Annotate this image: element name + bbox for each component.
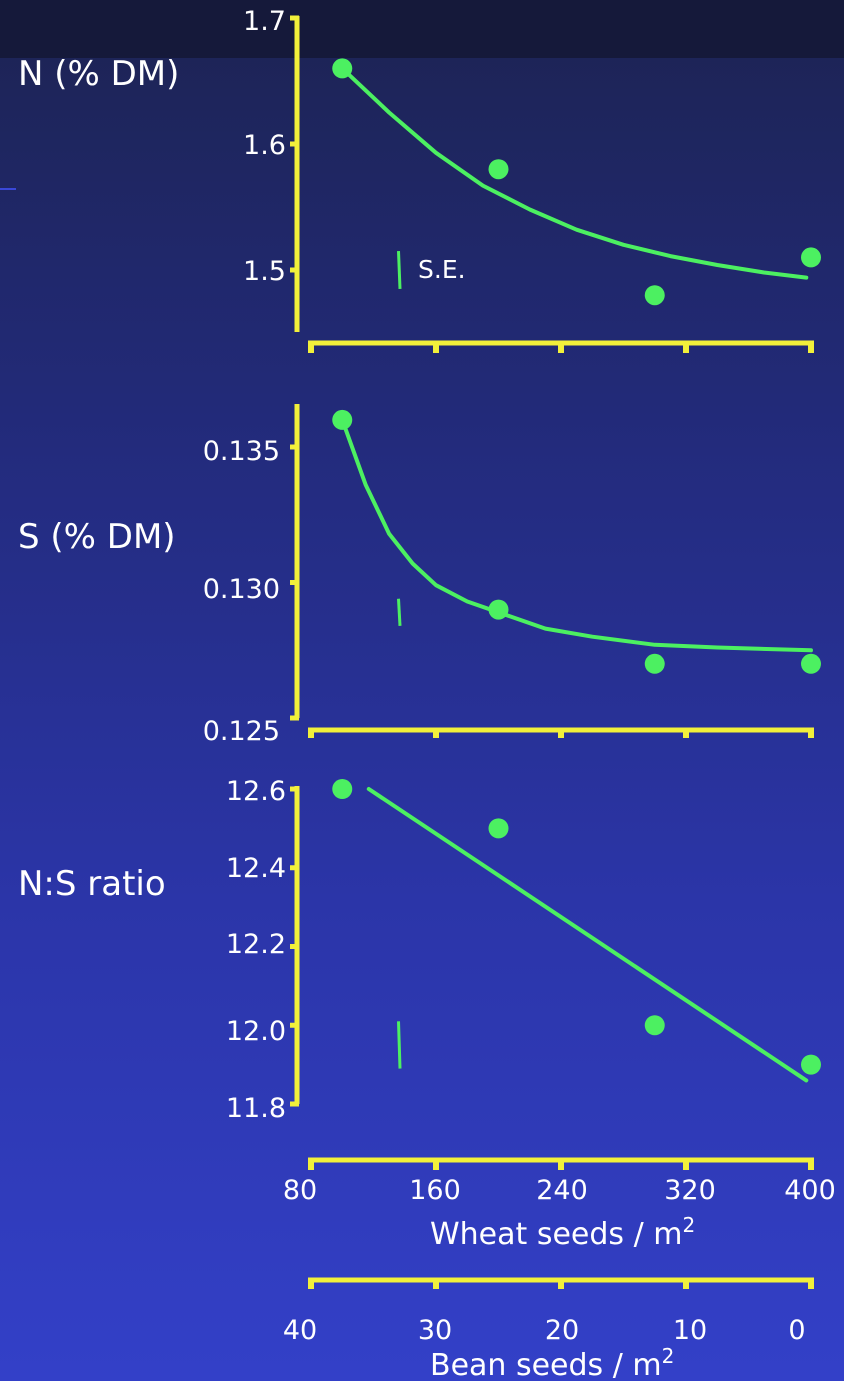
bean-tick-label: 30 [418, 1315, 452, 1346]
panel-n-ytick-label: 1.7 [243, 6, 286, 37]
panel-ns-data-point [644, 1015, 665, 1036]
panel-s-data-point [644, 653, 665, 674]
panel-n-se-bar [397, 251, 402, 289]
title-band [0, 0, 844, 58]
panel-ns-ylabel: N:S ratio [18, 864, 166, 904]
panel-s-se-bar [397, 598, 402, 626]
x-tick-label: 160 [409, 1175, 461, 1206]
bean-axis-title-text: Bean seeds / m [430, 1348, 662, 1381]
x-tick-label: 240 [536, 1175, 588, 1206]
panel-s-data-point [332, 409, 353, 430]
panel-n-se-label: S.E. [418, 255, 466, 284]
bean-tick-label: 40 [283, 1315, 317, 1346]
panel-n-fit-line [340, 66, 809, 280]
panel-ns-se-bar [397, 1021, 402, 1069]
panel-n-data-point [644, 285, 665, 306]
panel-n-ytick-label: 1.5 [243, 256, 286, 287]
panel-s-ytick-label: 0.135 [203, 436, 280, 467]
panel-n-data-point [801, 247, 821, 268]
panel-n-ytick-label: 1.6 [243, 130, 286, 161]
panel-ns-ytick-label: 12.4 [226, 853, 286, 884]
accent-line [0, 188, 16, 190]
panel-ns-ytick-label: 12.6 [226, 776, 286, 807]
bean-axis-title: Bean seeds / m2 [430, 1344, 674, 1381]
panel-ns-ytick-label: 12.2 [226, 929, 286, 960]
panel-ns-fit-line [366, 787, 809, 1083]
panel-n-data-point [332, 58, 353, 79]
chart-marks [290, 15, 821, 1289]
x-axis-title-sup: 2 [682, 1213, 695, 1237]
x-axis-title-text: Wheat seeds / m [430, 1217, 682, 1252]
panel-s-ytick-label: 0.130 [203, 574, 280, 605]
panel-ns-data-point [488, 818, 509, 839]
bean-axis-title-sup: 2 [662, 1344, 675, 1368]
panel-s-ytick-label: 0.125 [203, 716, 280, 747]
bean-tick-label: 20 [545, 1315, 579, 1346]
panel-ns-data-point [801, 1054, 821, 1075]
panel-s-ylabel: S (% DM) [18, 517, 176, 557]
panel-ns-data-point [332, 779, 353, 799]
x-tick-label: 320 [664, 1175, 716, 1206]
panel-ns-ytick-label: 11.8 [226, 1093, 286, 1124]
panel-s-fit-line [340, 417, 813, 653]
x-tick-label: 400 [784, 1175, 836, 1206]
panel-n-ylabel: N (% DM) [18, 54, 179, 94]
bean-tick-label: 0 [788, 1315, 805, 1346]
panel-s-data-point [488, 599, 509, 620]
x-tick-label: 80 [283, 1175, 317, 1206]
panel-n-data-point [488, 159, 509, 180]
bean-tick-label: 10 [673, 1315, 707, 1346]
panel-ns-ytick-label: 12.0 [226, 1016, 286, 1047]
panel-s-data-point [801, 653, 821, 674]
x-axis-title: Wheat seeds / m2 [430, 1213, 695, 1252]
